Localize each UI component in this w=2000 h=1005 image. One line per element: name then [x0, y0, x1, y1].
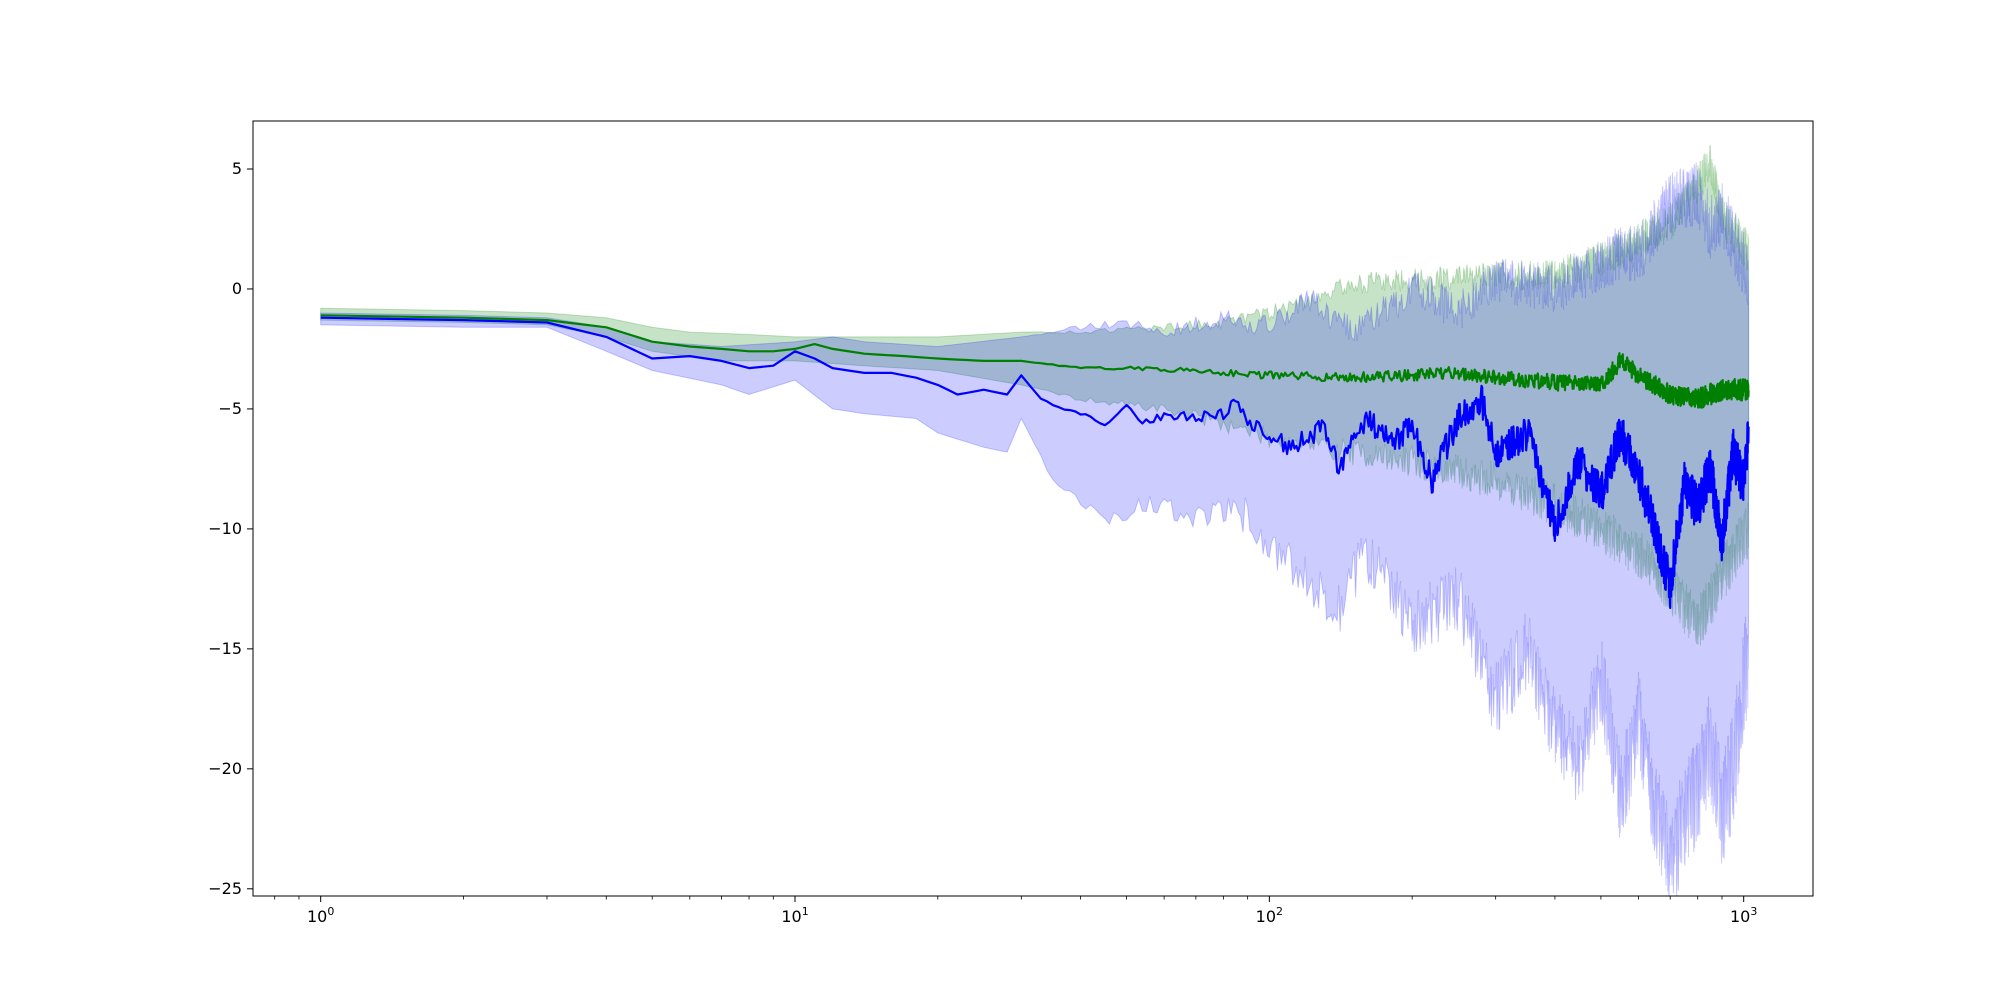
y-tick-label: 0	[232, 279, 242, 298]
y-tick-label: −5	[218, 399, 242, 418]
x-tick-label: 101	[781, 905, 808, 926]
series-1-line	[320, 314, 1750, 409]
y-tick-label: −20	[208, 759, 242, 778]
series-1-band	[320, 144, 1750, 646]
x-tick-label: 100	[307, 905, 334, 926]
y-axis: 5 0 −5 −10 −15 −20 −25	[208, 159, 253, 898]
x-tick-label: 103	[1730, 905, 1757, 926]
x-tick-label: 102	[1256, 905, 1283, 926]
y-tick-label: −25	[208, 879, 242, 898]
y-tick-label: −10	[208, 519, 242, 538]
series-2-line	[320, 316, 1750, 610]
series-2-band	[320, 162, 1750, 896]
y-tick-label: 5	[232, 159, 242, 178]
confidence-bands	[320, 144, 1750, 896]
x-axis: 100 101 102 103	[274, 896, 1757, 926]
plot-frame	[252, 120, 1814, 897]
y-tick-label: −15	[208, 639, 242, 658]
series-lines	[320, 314, 1750, 610]
